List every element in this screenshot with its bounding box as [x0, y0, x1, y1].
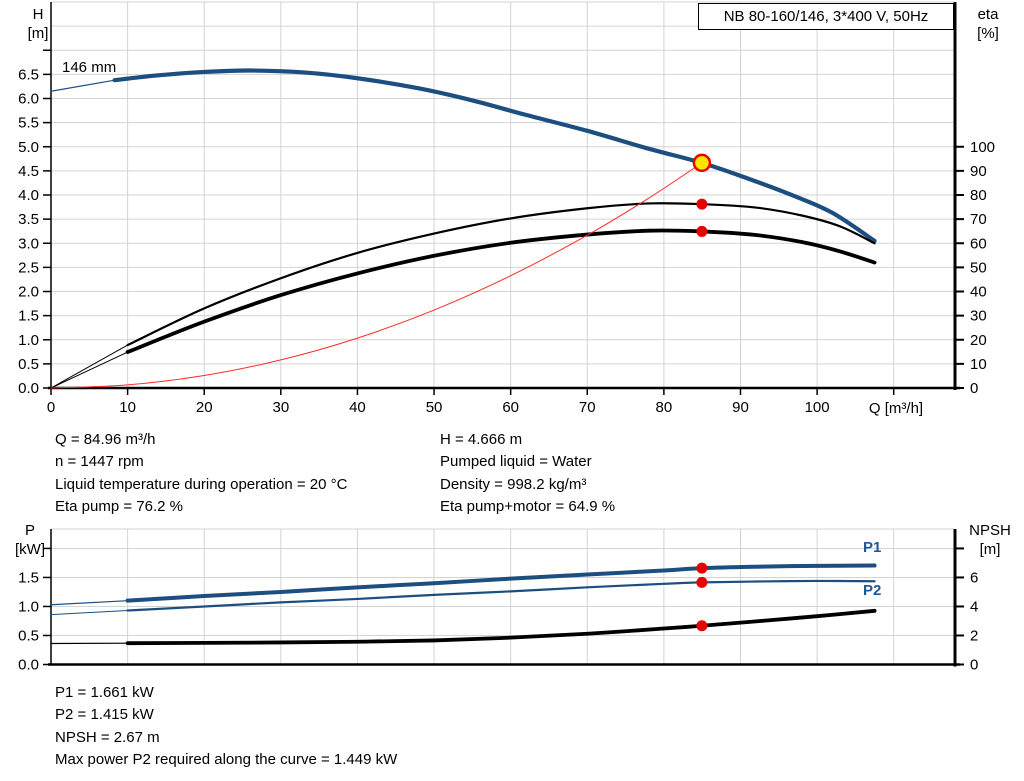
- pump-details-right: H = 4.666 m Pumped liquid = Water Densit…: [440, 429, 615, 518]
- p1-curve-label: P1: [863, 539, 882, 556]
- p-axis-label: P [kW]: [15, 522, 45, 558]
- curve-title: NB 80-160/146, 3*400 V, 50Hz: [723, 8, 929, 25]
- tick-label: 0: [970, 380, 978, 397]
- tick-label: 30: [272, 399, 289, 416]
- tick-label: 6.0: [18, 91, 39, 108]
- head-flow-chart: 0.0 0.5 1.0 1.5 2.0 2.5 3.0 3.5 4.0 4.5 5.0 5.5 6.0 6…: [18, 1, 995, 416]
- detail-line: Max power P2 required along the curve = …: [55, 750, 398, 768]
- detail-line: n = 1447 rpm: [55, 453, 144, 471]
- impeller-size-label: 146 mm: [62, 59, 117, 76]
- tick-label: 90: [732, 399, 749, 416]
- tick-label: 0.0: [18, 380, 39, 397]
- tick-label: 1.0: [18, 332, 39, 349]
- q-axis-label: Q [m³/h]: [868, 400, 924, 417]
- detail-line: Eta pump = 76.2 %: [55, 497, 183, 515]
- detail-line: Q = 84.96 m³/h: [55, 431, 156, 448]
- tick-label: 100: [805, 399, 830, 416]
- tick-label: 1.0: [18, 598, 39, 615]
- npsh-point-marker: [696, 620, 708, 632]
- tick-label: 2.0: [18, 284, 39, 301]
- p2-point-marker: [696, 576, 708, 588]
- curve-p1: [125, 563, 877, 603]
- curve-eta-pump: [126, 202, 876, 347]
- tick-label: 20: [970, 332, 987, 349]
- curve-npsh: [125, 608, 877, 646]
- curve-eta-pump: [50, 344, 129, 389]
- curve-p2: [50, 610, 129, 616]
- duty-point-marker[interactable]: [692, 153, 712, 173]
- tick-label: 50: [426, 399, 443, 416]
- tick-label: 40: [349, 399, 366, 416]
- detail-line: Pumped liquid = Water: [440, 453, 592, 471]
- tick-label: 6.5: [18, 66, 39, 83]
- eta-pump-motor-point-marker: [696, 225, 708, 237]
- tick-label: 60: [502, 399, 519, 416]
- eta-axis-label: eta [%]: [977, 6, 999, 42]
- detail-line: NPSH = 2.67 m: [55, 728, 160, 746]
- tick-label: 90: [970, 163, 987, 180]
- curve-h-curve-146-mm-impeller: [112, 68, 877, 243]
- curve-p1: [50, 600, 129, 606]
- tick-label: 70: [579, 399, 596, 416]
- tick-label: 10: [970, 356, 987, 373]
- power-details: P1 = 1.661 kW P2 = 1.415 kW NPSH = 2.67 …: [55, 682, 397, 771]
- tick-label: 40: [970, 284, 987, 301]
- tick-label: 6: [970, 569, 978, 586]
- curve-h-curve-146-mm-impeller: [50, 79, 116, 92]
- tick-label: 2.5: [18, 259, 39, 276]
- curve-eta-pump-motor: [125, 228, 877, 354]
- tick-label: 4.5: [18, 163, 39, 180]
- detail-line: Eta pump+motor = 64.9 %: [440, 497, 616, 515]
- tick-label: 60: [970, 235, 987, 252]
- tick-label: 70: [970, 211, 987, 228]
- tick-label: 10: [119, 399, 136, 416]
- curve-system-curve: [50, 162, 703, 389]
- pump-details-left: Q = 84.96 m³/h n = 1447 rpm Liquid tempe…: [55, 429, 347, 518]
- eta-pump-point-marker: [696, 198, 708, 210]
- tick-label: 4.0: [18, 187, 39, 204]
- p2-curve-label: P2: [863, 582, 882, 599]
- detail-line: P1 = 1.661 kW: [55, 684, 154, 701]
- tick-label: 3.5: [18, 211, 39, 228]
- tick-label: 50: [970, 259, 987, 276]
- tick-label: 30: [970, 308, 987, 325]
- tick-label: 80: [970, 187, 987, 204]
- tick-label: 5.0: [18, 139, 39, 156]
- detail-line: Density = 998.2 kg/m³: [440, 475, 587, 493]
- detail-line: H = 4.666 m: [440, 431, 523, 448]
- tick-label: 0.5: [18, 356, 39, 373]
- tick-label: 20: [196, 399, 213, 416]
- tick-label: 0: [47, 399, 55, 416]
- detail-line: P2 = 1.415 kW: [55, 706, 154, 724]
- curve-title-box: NB 80-160/146, 3*400 V, 50Hz: [698, 3, 954, 30]
- tick-label: 3.0: [18, 235, 39, 252]
- tick-label: 2: [970, 627, 978, 644]
- tick-label: 5.5: [18, 115, 39, 132]
- tick-label: 0.0: [18, 657, 39, 674]
- tick-label: 1.5: [18, 308, 39, 325]
- tick-label: 80: [656, 399, 673, 416]
- npsh-axis-label: NPSH [m]: [969, 522, 1011, 558]
- tick-label: 0.5: [18, 627, 39, 644]
- tick-label: 0: [970, 657, 978, 674]
- curve-eta-pump-motor: [50, 351, 129, 389]
- tick-label: 100: [970, 139, 995, 156]
- curve-p2: [126, 579, 876, 612]
- tick-label: 1.5: [18, 569, 39, 586]
- detail-line: Liquid temperature during operation = 20…: [55, 475, 348, 493]
- p1-point-marker: [696, 562, 708, 574]
- power-npsh-chart: 0.0 0.5 1.0 1.5 0 2 4 6: [18, 528, 978, 674]
- tick-label: 4: [970, 598, 978, 615]
- h-axis-label: H [m]: [27, 6, 49, 42]
